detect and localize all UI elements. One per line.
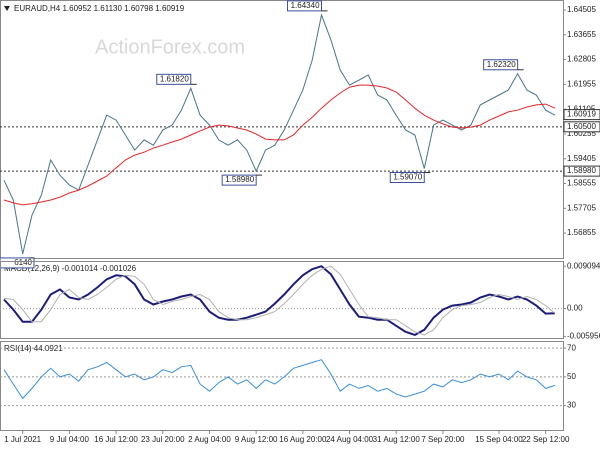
level-label: 1.58980: [567, 166, 596, 175]
annotation-label: 1.64340: [291, 1, 320, 10]
series-line: [3, 359, 556, 400]
annotation-box: [156, 73, 192, 85]
last-price-label: 1.60919: [567, 110, 596, 119]
x-tick-label: 23 Jul 20:00: [141, 435, 185, 444]
annotation-label: 1.59070: [393, 173, 422, 182]
panel-frame: [0, 261, 564, 339]
annotation-label: 1.58980: [225, 175, 254, 184]
title-icon: [4, 6, 10, 11]
annotation-box: [221, 174, 257, 186]
series-line: [3, 84, 556, 206]
x-tick-label: 24 Aug 04:00: [326, 435, 374, 444]
y-tick-label: 1.59405: [567, 154, 596, 163]
y-tick-label: 1.56855: [567, 228, 596, 237]
macd-title: MACD(12,26,9) -0.001014 -0.001026: [4, 264, 137, 273]
annotation-label: 1.62320: [487, 60, 516, 69]
y-tick-label: 1.64505: [567, 5, 596, 14]
y-tick-label: 1.61955: [567, 80, 596, 89]
annotation-box: [389, 172, 425, 184]
level-box: [563, 121, 600, 133]
y-tick-label: -0.005956: [567, 332, 600, 341]
y-tick-label: 70: [567, 343, 576, 352]
watermark: ActionForex.com: [95, 36, 245, 58]
x-tick-label: 7 Sep 20:00: [421, 435, 465, 444]
y-tick-label: 1.60255: [567, 129, 596, 138]
x-tick-label: 31 Aug 12:00: [373, 435, 421, 444]
y-tick-label: 1.57705: [567, 203, 596, 212]
y-tick-label: 1.61105: [567, 104, 596, 113]
last-price-box: [563, 109, 600, 121]
x-tick-label: 16 Jul 12:00: [94, 435, 138, 444]
x-tick-label: 2 Aug 04:00: [188, 435, 231, 444]
y-tick-label: 1.62805: [567, 55, 596, 64]
annotation-box: [483, 59, 519, 71]
y-tick-label: 0.009094: [567, 261, 600, 270]
y-tick-label: 50: [567, 372, 576, 381]
panel-frame: [0, 341, 564, 431]
level-label: 1.60500: [567, 122, 596, 131]
chart-title: EURAUD,H4 1.60952 1.61130 1.60798 1.6091…: [14, 4, 185, 13]
series-line: [3, 13, 556, 255]
level-box: [563, 165, 600, 177]
y-tick-label: 30: [567, 401, 576, 410]
annotation-label: 1.61820: [160, 74, 189, 83]
x-tick-label: 16 Aug 20:00: [279, 435, 327, 444]
annotation-label: 6140: [14, 258, 32, 267]
y-tick-label: 1.63655: [567, 30, 596, 39]
annotation-box: [287, 0, 323, 12]
annotation-box: [0, 257, 35, 269]
x-tick-label: 15 Sep 04:00: [475, 435, 523, 444]
series-line: [3, 265, 556, 336]
x-tick-label: 1 Jul 2021: [4, 435, 41, 444]
y-tick-label: 0.00: [567, 304, 583, 313]
x-tick-label: 22 Sep 12:00: [522, 435, 570, 444]
x-tick-label: 9 Jul 04:00: [50, 435, 90, 444]
x-tick-label: 9 Aug 12:00: [235, 435, 278, 444]
y-tick-label: 1.58555: [567, 179, 596, 188]
series-line: [3, 265, 556, 336]
